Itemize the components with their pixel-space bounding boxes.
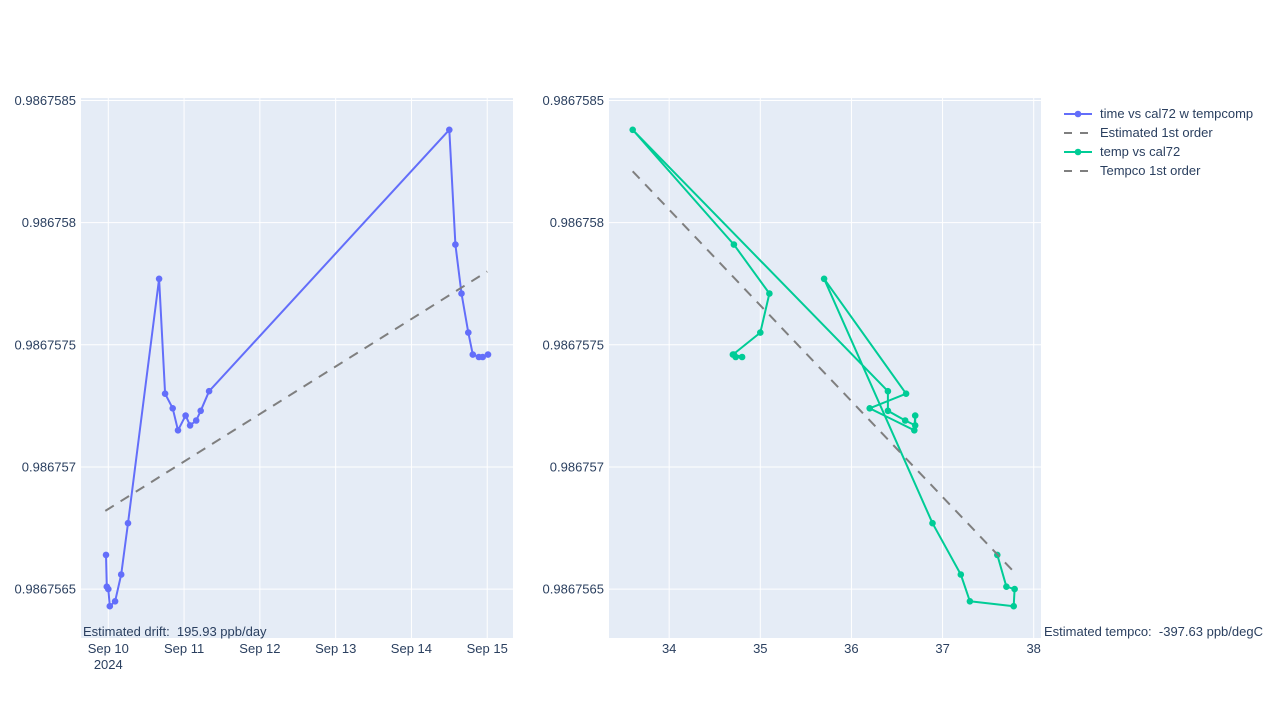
legend-label: temp vs cal72 [1100,144,1181,159]
temp-series-marker [757,329,764,336]
time-series-marker [169,405,176,412]
legend-item-time-series[interactable]: time vs cal72 w tempcomp [1063,104,1253,123]
legend-label: time vs cal72 w tempcomp [1100,106,1254,121]
y-tick-label: 0.986757 [22,460,76,475]
time-series-marker [155,275,163,283]
line-marker-swatch [1064,110,1092,117]
temp-series-marker [730,351,738,358]
x-tick-label: Sep 12 [239,641,280,656]
line-marker-swatch [1064,148,1092,155]
time-annotation: Estimated drift: 195.93 ppb/day [83,624,267,639]
temp-series-marker [738,353,746,361]
temp-series-line [631,128,1016,608]
y-tick-label: 0.986758 [22,215,76,230]
temp-plot-area[interactable] [609,98,1041,638]
x-tick-label: Sep 11 [164,641,204,656]
time-series-marker [161,390,169,398]
x-tick-label: 34 [662,641,676,656]
temp-series-marker [901,417,909,424]
temp-series-marker [911,412,919,419]
temp-series-marker [730,241,738,248]
legend-label: Estimated 1st order [1100,125,1213,140]
temp-series-marker [902,390,910,398]
legend: time vs cal72 w tempcomp Estimated 1st or… [1063,104,1253,180]
time-series-marker [205,387,213,395]
time-series-marker [458,290,465,297]
temp-series-marker [966,598,974,605]
y-tick-label: 0.986757 [550,460,604,475]
time-series-marker [192,417,200,424]
x-tick-label: Sep 15 [467,641,508,656]
y-tick-label: 0.9867565 [543,582,604,597]
time-series-marker [182,412,189,419]
time-series-marker [446,126,453,134]
temp-annotation: Estimated tempco: -397.63 ppb/degC [1044,624,1263,639]
dashed-line-swatch [1064,131,1092,134]
x-tick-label: 36 [844,641,858,656]
temp-series-marker [884,407,892,415]
time-series-marker [111,598,119,605]
y-tick-label: 0.9867565 [15,582,76,597]
x-tick-label: 35 [753,641,767,656]
temp-series-marker [866,405,873,412]
temp-series-marker [820,275,828,283]
legend-item-drift-trend[interactable]: Estimated 1st order [1063,123,1253,142]
x-tick-label: 37 [935,641,949,656]
time-series-marker [117,571,125,578]
legend-label: Tempco 1st order [1100,163,1201,178]
x-tick-label: 38 [1026,641,1040,656]
drift-trend-line [104,270,488,512]
temp-series-marker [766,290,773,297]
temp-series-marker [629,126,636,134]
y-tick-label: 0.9867575 [543,337,604,352]
temp-series-marker [1010,602,1017,610]
temp-series-marker [1011,585,1018,593]
time-series-marker [452,241,459,248]
temp-series-marker [929,519,936,527]
legend-item-temp-series[interactable]: temp vs cal72 [1063,142,1253,161]
legend-item-tempco-trend[interactable]: Tempco 1st order [1063,161,1253,180]
time-series-marker [106,602,114,610]
time-series-marker [105,585,112,593]
time-series-marker [174,427,182,434]
x-tick-sublabel: 2024 [94,657,123,672]
time-series-marker [186,422,194,429]
temp-series-marker [1003,583,1010,590]
tempco-trend-line [631,170,1018,576]
y-tick-label: 0.986758 [550,215,604,230]
temp-series-marker [911,422,919,429]
temp-series-marker [957,571,965,578]
y-tick-label: 0.9867575 [15,337,76,352]
y-tick-label: 0.9867585 [543,93,604,108]
time-series-marker [469,351,477,358]
temp-series-marker [911,427,918,434]
y-tick-label: 0.9867585 [15,93,76,108]
time-plot-area[interactable] [81,98,513,638]
x-tick-label: Sep 13 [315,641,356,656]
temp-series-marker [884,387,892,395]
time-series-marker [484,351,492,358]
time-series-marker [465,329,472,336]
time-series-marker [124,519,132,527]
temp-subplot: 34 35 36 37 38 0.9867585 0.986758 0.9867575 0.98… [543,93,1263,656]
dashed-line-swatch [1064,169,1092,172]
time-series-marker [102,551,110,559]
time-series-marker [479,353,487,361]
time-series-marker [197,407,204,415]
x-tick-label: Sep 14 [391,641,432,656]
x-tick-label: Sep 10 [88,641,129,656]
